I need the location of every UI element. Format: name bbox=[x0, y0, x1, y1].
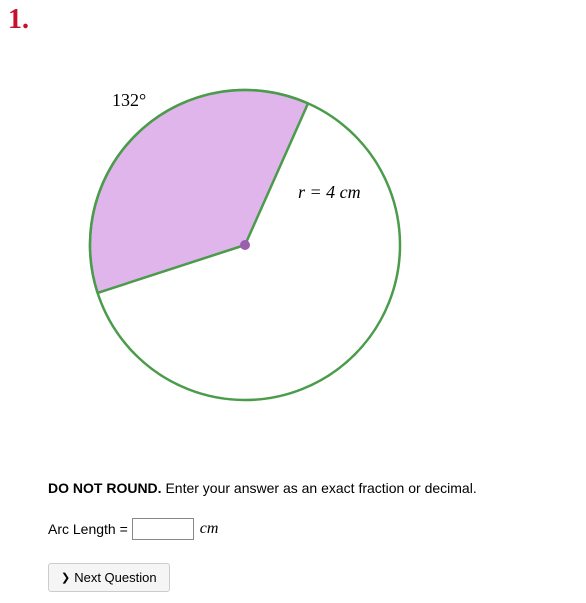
handwritten-problem-number: 1. bbox=[8, 4, 29, 36]
next-question-button[interactable]: ❯ Next Question bbox=[48, 563, 170, 592]
arc-length-input[interactable] bbox=[132, 518, 194, 540]
unit-label: cm bbox=[200, 520, 219, 538]
radius-label-text: r = 4 cm bbox=[298, 182, 361, 202]
answer-row: Arc Length = cm bbox=[48, 518, 218, 540]
center-dot bbox=[240, 240, 250, 250]
instruction-text: DO NOT ROUND. Enter your answer as an ex… bbox=[48, 480, 477, 496]
chevron-right-icon: ❯ bbox=[61, 571, 70, 584]
diagram-svg bbox=[60, 60, 430, 430]
next-question-label: Next Question bbox=[74, 570, 156, 585]
angle-label: 132° bbox=[112, 90, 146, 111]
radius-label: r = 4 cm bbox=[298, 182, 361, 203]
sector-fill bbox=[90, 90, 308, 293]
circle-sector-diagram: 132° r = 4 cm bbox=[60, 60, 430, 430]
instruction-rest: Enter your answer as an exact fraction o… bbox=[162, 480, 477, 496]
instruction-bold: DO NOT ROUND. bbox=[48, 480, 162, 496]
arc-length-label: Arc Length = bbox=[48, 521, 128, 537]
